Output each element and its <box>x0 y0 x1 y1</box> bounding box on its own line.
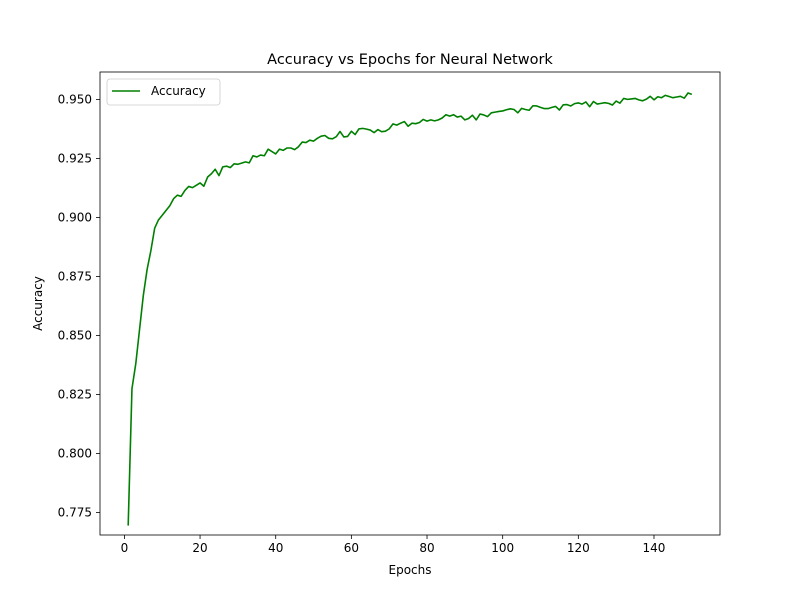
x-tick-label: 60 <box>344 541 359 555</box>
x-tick-label: 120 <box>567 541 590 555</box>
y-tick-label: 0.850 <box>58 329 92 343</box>
axes: 0 20 40 60 80 100 120 140 0.7750.8000.8250.8500… <box>58 71 721 555</box>
plot-frame <box>99 71 721 536</box>
y-tick-label: 0.800 <box>58 447 92 461</box>
y-axis-label: Accuracy <box>31 276 45 331</box>
x-tick-label: 140 <box>643 541 666 555</box>
y-tick-label: 0.950 <box>58 93 92 107</box>
chart-title: Accuracy vs Epochs for Neural Network <box>267 52 553 68</box>
x-axis-ticks: 0 20 40 60 80 100 120 140 <box>121 535 666 555</box>
legend: Accuracy <box>106 78 221 106</box>
x-tick-label: 80 <box>419 541 434 555</box>
accuracy-line <box>127 92 693 526</box>
x-tick-label: 100 <box>491 541 514 555</box>
y-tick-label: 0.875 <box>58 270 92 284</box>
x-tick-label: 0 <box>121 541 129 555</box>
x-tick-label: 20 <box>192 541 207 555</box>
legend-label-accuracy: Accuracy <box>151 84 206 98</box>
y-tick-label: 0.825 <box>58 388 92 402</box>
x-axis-label: Epochs <box>389 563 432 577</box>
legend-box <box>106 78 221 106</box>
x-tick-label: 40 <box>268 541 283 555</box>
y-tick-label: 0.925 <box>58 152 92 166</box>
y-tick-label: 0.900 <box>58 211 92 225</box>
y-axis-ticks: 0.775 0.800 0.825 0.850 0.875 0.900 0.925 0.950 <box>58 93 100 520</box>
y-tick-label: 0.775 <box>58 506 92 520</box>
